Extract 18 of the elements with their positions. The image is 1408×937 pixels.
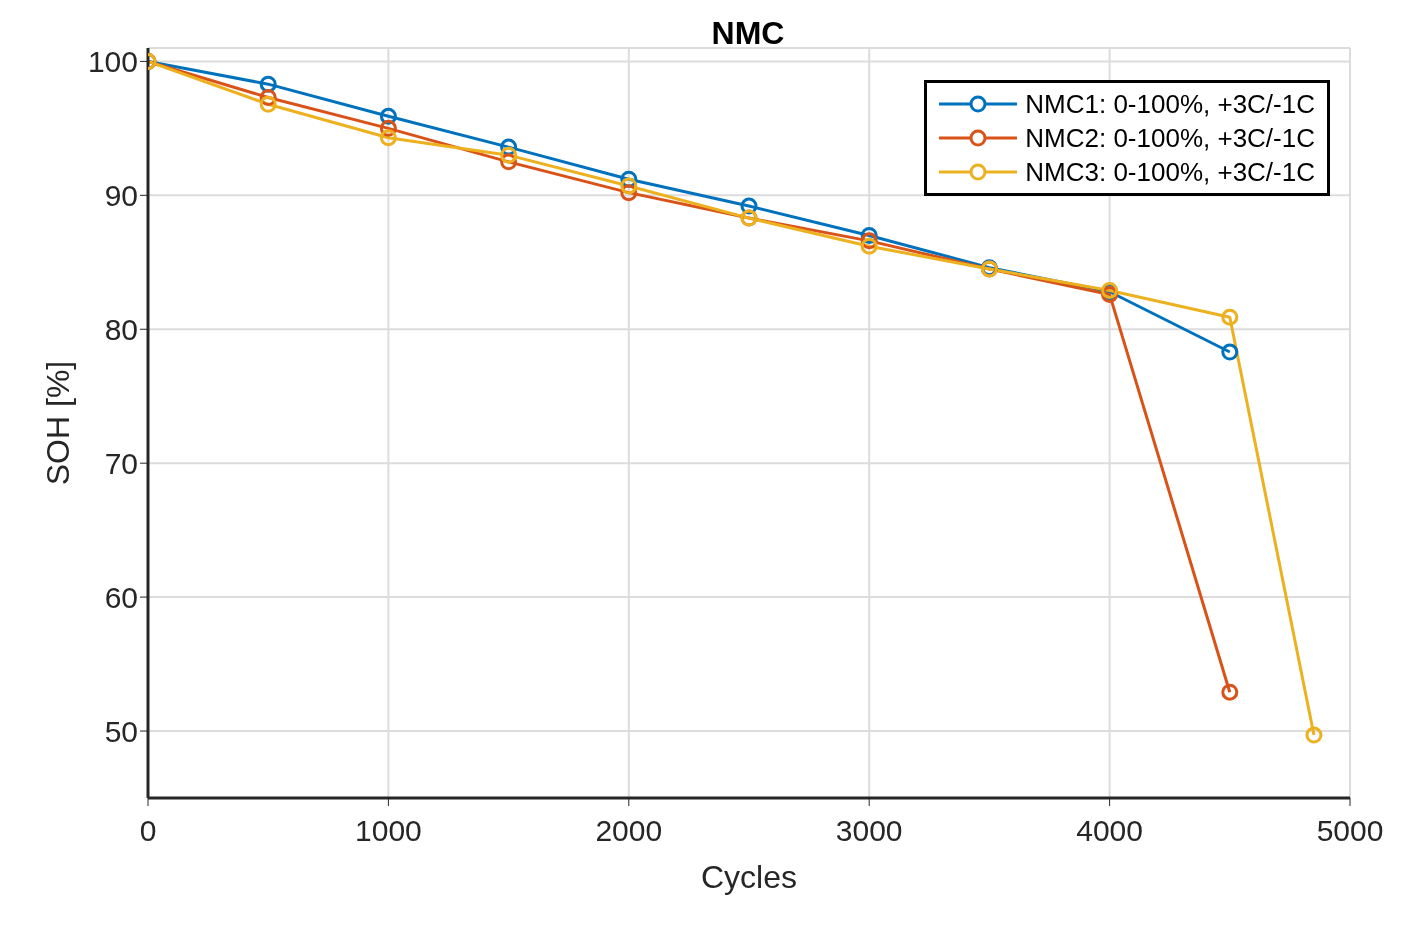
- y-tick-label: 60: [104, 580, 138, 614]
- legend-label: NMC2: 0-100%, +3C/-1C: [1025, 122, 1315, 155]
- x-tick-label: 0: [139, 814, 157, 848]
- y-tick-label: 90: [104, 178, 138, 212]
- legend-label: NMC1: 0-100%, +3C/-1C: [1025, 88, 1315, 121]
- x-tick-label: 5000: [1316, 814, 1384, 848]
- chart-title: NMC: [711, 15, 785, 51]
- x-tick-label: 1000: [355, 814, 422, 848]
- y-tick-label: 100: [87, 45, 138, 79]
- x-tick-label: 4000: [1076, 814, 1143, 848]
- legend-label: NMC3: 0-100%, +3C/-1C: [1025, 156, 1315, 189]
- y-axis-title: SOH [%]: [40, 360, 77, 486]
- x-tick-label: 2000: [595, 814, 663, 848]
- x-axis-title: Cycles: [700, 859, 798, 895]
- y-tick-label: 80: [104, 312, 138, 346]
- y-tick-label: 70: [104, 446, 138, 480]
- y-tick-label: 50: [104, 714, 138, 748]
- x-tick-label: 3000: [835, 814, 903, 848]
